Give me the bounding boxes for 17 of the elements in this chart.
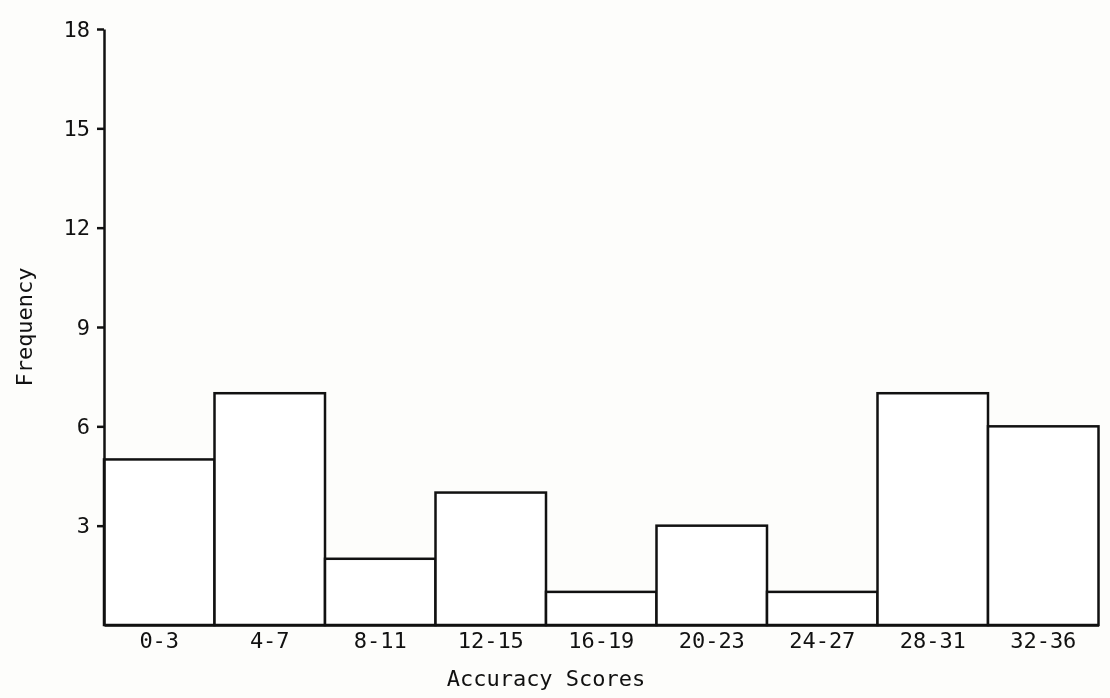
- y-tick-label: 15: [63, 115, 90, 141]
- y-tick-label: 9: [76, 314, 90, 340]
- x-tick-label: 4-7: [249, 627, 290, 653]
- y-tick-label: 12: [63, 215, 90, 241]
- x-axis-title: Accuracy Scores: [446, 666, 646, 691]
- x-tick-label: 16-19: [568, 627, 635, 653]
- x-tick-label: 8-11: [353, 627, 407, 653]
- x-tick-label: 32-36: [1010, 627, 1077, 653]
- x-tick-label: 20-23: [678, 627, 745, 653]
- y-tick-label: 18: [63, 16, 90, 42]
- y-axis-title: Frequency: [12, 267, 37, 387]
- x-tick-label: 28-31: [899, 627, 966, 653]
- x-tick-label: 12-15: [457, 627, 524, 653]
- x-tick-label: 0-3: [139, 627, 180, 653]
- y-tick-label: 6: [76, 413, 90, 439]
- y-tick-label: 3: [76, 513, 90, 539]
- x-tick-label: 24-27: [789, 627, 856, 653]
